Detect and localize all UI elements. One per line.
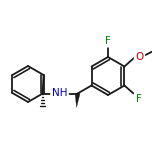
Text: F: F bbox=[136, 93, 141, 104]
Text: NH: NH bbox=[52, 88, 67, 98]
Text: F: F bbox=[105, 36, 111, 46]
Text: O: O bbox=[135, 52, 144, 62]
Polygon shape bbox=[75, 93, 80, 107]
